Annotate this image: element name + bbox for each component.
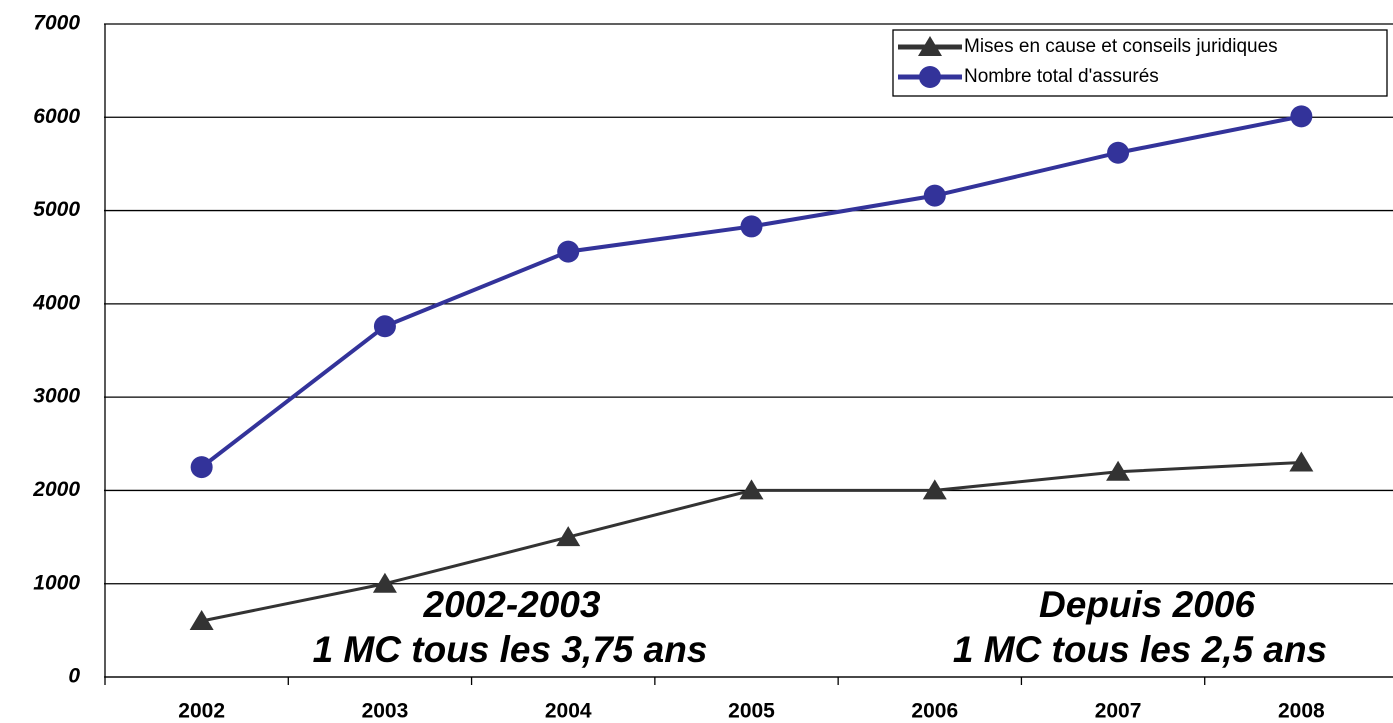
point — [373, 315, 396, 338]
point — [739, 479, 764, 500]
x-tick-label: 2002 — [178, 700, 225, 723]
y-tick-label: 3000 — [33, 385, 80, 408]
annotation: Depuis 2006 — [1039, 584, 1255, 625]
x-tick-label: 2005 — [728, 700, 775, 723]
y-tick-label: 4000 — [32, 291, 80, 314]
y-tick-label: 5000 — [33, 198, 80, 221]
y-tick-label: 6000 — [33, 105, 80, 128]
legend-marker — [919, 66, 941, 88]
point — [189, 610, 214, 631]
point — [1106, 460, 1131, 481]
x-tick-label: 2006 — [911, 700, 958, 723]
legend-box — [892, 29, 1388, 97]
point — [557, 240, 580, 263]
y-tick-label: 7000 — [33, 12, 80, 35]
x-tick-label: 2003 — [362, 700, 409, 723]
annotation: 1 MC tous les 2,5 ans — [953, 629, 1327, 670]
point — [1107, 141, 1130, 164]
y-tick-label: 1000 — [33, 571, 80, 594]
series-line — [200, 114, 1302, 469]
point — [372, 572, 397, 593]
legend-label: Mises en cause et conseils juridiques — [964, 36, 1278, 57]
x-tick-label: 2008 — [1278, 700, 1325, 723]
point — [740, 215, 763, 238]
y-tick-label: 2000 — [32, 478, 80, 501]
legend-marker — [918, 36, 942, 56]
annotation: 2002-2003 — [423, 584, 601, 625]
y-tick-label: 0 — [68, 665, 80, 688]
x-tick-label: 2004 — [545, 700, 592, 723]
point — [923, 184, 946, 207]
point — [1290, 105, 1313, 128]
point — [922, 479, 947, 500]
x-tick-label: 2007 — [1095, 700, 1142, 723]
legend-label: Nombre total d'assurés — [964, 66, 1159, 87]
annotation: 1 MC tous les 3,75 ans — [313, 629, 708, 670]
point — [556, 526, 581, 547]
point — [1289, 451, 1314, 472]
point — [190, 456, 213, 479]
